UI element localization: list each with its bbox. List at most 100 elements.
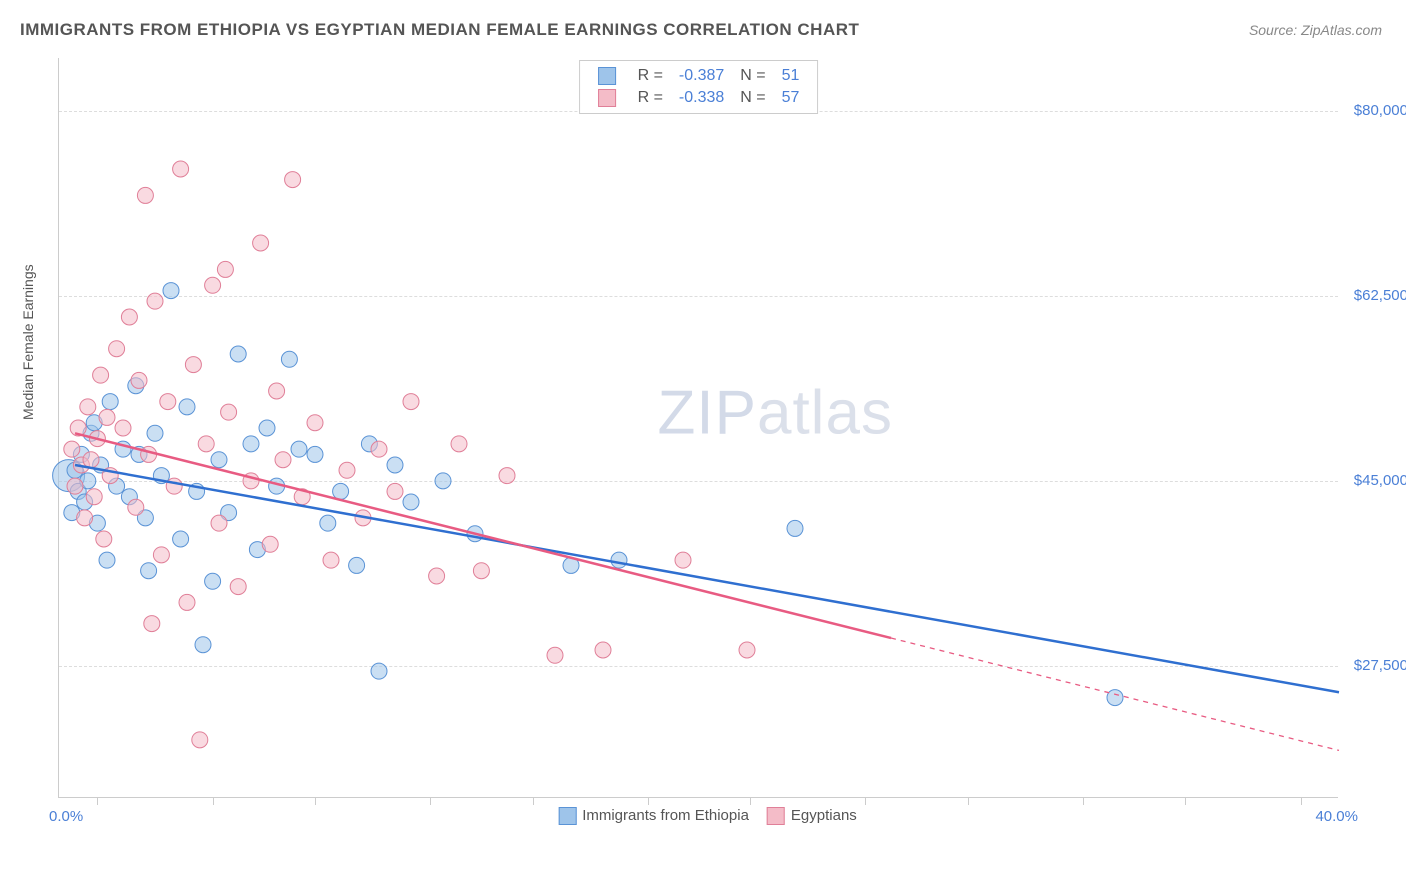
scatter-point-egyptians bbox=[198, 436, 214, 452]
scatter-point-egyptians bbox=[147, 293, 163, 309]
scatter-point-ethiopia bbox=[333, 483, 349, 499]
scatter-point-egyptians bbox=[595, 642, 611, 658]
scatter-point-egyptians bbox=[269, 383, 285, 399]
legend-N-value: 57 bbox=[774, 87, 808, 109]
x-tickmark bbox=[533, 797, 534, 805]
legend-N-label: N = bbox=[732, 65, 773, 87]
scatter-point-egyptians bbox=[179, 594, 195, 610]
scatter-point-egyptians bbox=[137, 187, 153, 203]
scatter-point-egyptians bbox=[96, 531, 112, 547]
scatter-point-egyptians bbox=[429, 568, 445, 584]
trend-line-ethiopia bbox=[75, 465, 1339, 692]
legend-R-value: -0.387 bbox=[671, 65, 732, 87]
scatter-point-egyptians bbox=[323, 552, 339, 568]
scatter-point-egyptians bbox=[473, 563, 489, 579]
scatter-point-egyptians bbox=[121, 309, 137, 325]
scatter-point-egyptians bbox=[83, 452, 99, 468]
scatter-point-egyptians bbox=[185, 357, 201, 373]
scatter-point-egyptians bbox=[387, 483, 403, 499]
legend-R-label: R = bbox=[630, 65, 671, 87]
scatter-point-ethiopia bbox=[320, 515, 336, 531]
scatter-point-egyptians bbox=[230, 579, 246, 595]
x-tickmark bbox=[1083, 797, 1084, 805]
correlation-legend: R =-0.387N =51R =-0.338N =57 bbox=[579, 60, 819, 114]
scatter-point-egyptians bbox=[144, 616, 160, 632]
scatter-point-ethiopia bbox=[102, 394, 118, 410]
x-tickmark bbox=[97, 797, 98, 805]
scatter-point-egyptians bbox=[547, 647, 563, 663]
scatter-point-ethiopia bbox=[611, 552, 627, 568]
scatter-point-ethiopia bbox=[281, 351, 297, 367]
scatter-point-ethiopia bbox=[259, 420, 275, 436]
scatter-point-ethiopia bbox=[291, 441, 307, 457]
scatter-point-egyptians bbox=[77, 510, 93, 526]
scatter-point-egyptians bbox=[109, 341, 125, 357]
legend-swatch-icon bbox=[767, 807, 785, 825]
scatter-point-ethiopia bbox=[307, 446, 323, 462]
x-tickmark bbox=[1301, 797, 1302, 805]
scatter-point-egyptians bbox=[262, 536, 278, 552]
scatter-point-egyptians bbox=[115, 420, 131, 436]
scatter-point-ethiopia bbox=[787, 520, 803, 536]
x-tickmark bbox=[750, 797, 751, 805]
x-axis-min-label: 0.0% bbox=[49, 808, 83, 825]
legend-swatch-icon bbox=[558, 807, 576, 825]
scatter-point-egyptians bbox=[253, 235, 269, 251]
x-axis-max-label: 40.0% bbox=[1315, 808, 1358, 825]
scatter-point-ethiopia bbox=[99, 552, 115, 568]
scatter-point-ethiopia bbox=[435, 473, 451, 489]
scatter-point-egyptians bbox=[131, 372, 147, 388]
scatter-point-ethiopia bbox=[163, 283, 179, 299]
y-tick-label: $27,500 bbox=[1343, 657, 1406, 674]
correlation-legend-row-egyptians: R =-0.338N =57 bbox=[590, 87, 808, 109]
scatter-point-ethiopia bbox=[387, 457, 403, 473]
scatter-point-ethiopia bbox=[205, 573, 221, 589]
legend-R-value: -0.338 bbox=[671, 87, 732, 109]
scatter-point-egyptians bbox=[451, 436, 467, 452]
scatter-point-egyptians bbox=[86, 489, 102, 505]
scatter-point-ethiopia bbox=[230, 346, 246, 362]
scatter-point-ethiopia bbox=[173, 531, 189, 547]
x-tickmark bbox=[865, 797, 866, 805]
scatter-point-egyptians bbox=[739, 642, 755, 658]
x-tickmark bbox=[648, 797, 649, 805]
scatter-point-egyptians bbox=[173, 161, 189, 177]
scatter-point-ethiopia bbox=[147, 425, 163, 441]
scatter-point-egyptians bbox=[192, 732, 208, 748]
scatter-point-ethiopia bbox=[211, 452, 227, 468]
y-tick-label: $45,000 bbox=[1343, 472, 1406, 489]
scatter-point-egyptians bbox=[221, 404, 237, 420]
y-axis-label: Median Female Earnings bbox=[20, 264, 36, 420]
scatter-point-ethiopia bbox=[141, 563, 157, 579]
trend-line-egyptians bbox=[75, 433, 891, 638]
x-tickmark bbox=[315, 797, 316, 805]
series-label-egyptians: Egyptians bbox=[791, 807, 857, 824]
scatter-point-egyptians bbox=[285, 172, 301, 188]
scatter-point-egyptians bbox=[80, 399, 96, 415]
trend-line-dashed-egyptians bbox=[891, 638, 1339, 750]
correlation-legend-row-ethiopia: R =-0.387N =51 bbox=[590, 65, 808, 87]
scatter-point-ethiopia bbox=[403, 494, 419, 510]
scatter-point-egyptians bbox=[307, 415, 323, 431]
scatter-point-egyptians bbox=[499, 468, 515, 484]
y-tick-label: $80,000 bbox=[1343, 102, 1406, 119]
scatter-point-egyptians bbox=[371, 441, 387, 457]
scatter-point-egyptians bbox=[153, 547, 169, 563]
x-tickmark bbox=[430, 797, 431, 805]
scatter-point-egyptians bbox=[403, 394, 419, 410]
scatter-point-egyptians bbox=[160, 394, 176, 410]
scatter-point-egyptians bbox=[99, 409, 115, 425]
scatter-point-egyptians bbox=[93, 367, 109, 383]
legend-swatch-icon bbox=[598, 67, 616, 85]
legend-R-label: R = bbox=[630, 87, 671, 109]
chart-plot-area: ZIPatlas $27,500$45,000$62,500$80,000 R … bbox=[58, 58, 1338, 798]
scatter-point-ethiopia bbox=[349, 557, 365, 573]
legend-N-value: 51 bbox=[774, 65, 808, 87]
scatter-point-egyptians bbox=[166, 478, 182, 494]
legend-swatch-icon bbox=[598, 89, 616, 107]
source-attribution: Source: ZipAtlas.com bbox=[1249, 22, 1382, 38]
scatter-point-egyptians bbox=[211, 515, 227, 531]
scatter-point-ethiopia bbox=[195, 637, 211, 653]
scatter-point-ethiopia bbox=[179, 399, 195, 415]
scatter-point-ethiopia bbox=[243, 436, 259, 452]
